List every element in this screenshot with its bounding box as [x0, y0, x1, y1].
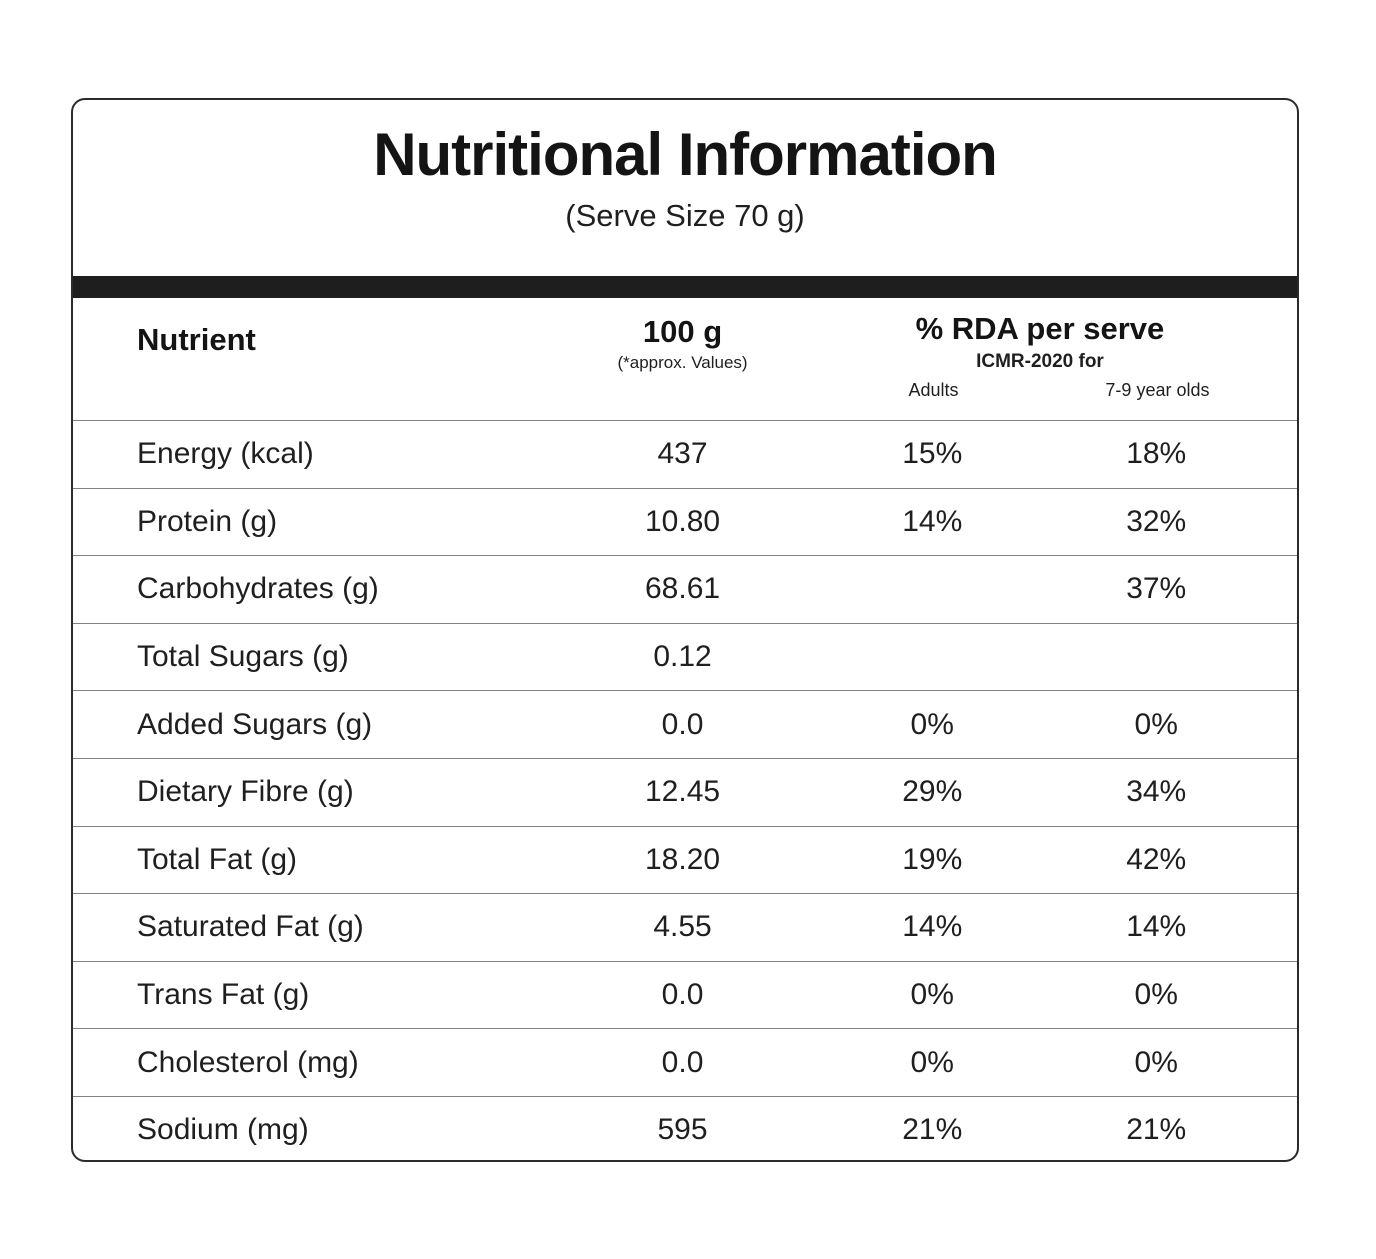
- column-header-per-100g: 100 g (*approx. Values): [618, 314, 748, 373]
- nutrient-name: Cholesterol (mg): [137, 1045, 359, 1079]
- table-row: Total Fat (g) 18.20 19% 42%: [73, 825, 1297, 894]
- nutrient-name: Total Fat (g): [137, 842, 298, 876]
- rda-adults-value: 0%: [910, 978, 954, 1012]
- value-per-100g: 0.0: [661, 978, 704, 1012]
- per-100g-note: (*approx. Values): [617, 353, 748, 372]
- per-100g-label: 100 g: [642, 314, 723, 349]
- table-row: Energy (kcal) 437 15% 18%: [73, 420, 1297, 488]
- table-row: Saturated Fat (g) 4.55 14% 14%: [73, 893, 1297, 961]
- value-per-100g: 10.80: [645, 504, 721, 538]
- column-header-nutrient: Nutrient: [137, 322, 256, 357]
- rda-adults-value: 29%: [902, 775, 963, 809]
- rda-kids-value: 37%: [1126, 572, 1187, 606]
- table-row: Protein (g) 10.80 14% 32%: [73, 487, 1297, 556]
- serve-size-subtitle: (Serve Size 70 g): [565, 198, 805, 233]
- rda-adults-value: 14%: [902, 910, 963, 944]
- rda-kids-value: 21%: [1126, 1113, 1187, 1147]
- nutrition-label-card: Nutritional Information (Serve Size 70 g…: [71, 98, 1299, 1162]
- value-per-100g: 595: [657, 1113, 708, 1147]
- page-title: Nutritional Information: [373, 121, 998, 188]
- column-header-rda-group: % RDA per serve ICMR-2020 for: [916, 311, 1165, 373]
- value-per-100g: 4.55: [653, 910, 712, 944]
- rda-adults-value: 21%: [902, 1113, 963, 1147]
- rda-kids-value: 0%: [1134, 707, 1178, 741]
- nutrient-name: Total Sugars (g): [137, 640, 349, 674]
- divider-bar: [73, 276, 1297, 298]
- table-body: Energy (kcal) 437 15% 18% Protein (g) 10…: [73, 420, 1297, 1160]
- value-per-100g: 68.61: [645, 572, 721, 606]
- value-per-100g: 0.0: [661, 1045, 704, 1079]
- rda-adults-value: 19%: [902, 842, 963, 876]
- rda-adults-value: 0%: [910, 707, 954, 741]
- table-row: Trans Fat (g) 0.0 0% 0%: [73, 960, 1297, 1029]
- table-row: Dietary Fibre (g) 12.45 29% 34%: [73, 757, 1297, 826]
- title-block: Nutritional Information (Serve Size 70 g…: [73, 100, 1297, 276]
- rda-kids-value: 32%: [1126, 504, 1187, 538]
- value-per-100g: 437: [657, 437, 708, 471]
- rda-title: % RDA per serve: [915, 311, 1165, 346]
- rda-adults-value: 15%: [902, 437, 963, 471]
- column-header-7-9-year-olds: 7-9 year olds: [1105, 380, 1210, 400]
- column-header-adults: Adults: [908, 380, 959, 400]
- table-header: Nutrient 100 g (*approx. Values) % RDA p…: [73, 298, 1297, 420]
- rda-kids-value: 14%: [1126, 910, 1187, 944]
- nutrient-name: Saturated Fat (g): [137, 910, 364, 944]
- rda-adults-value: 14%: [902, 504, 963, 538]
- rda-kids-value: 18%: [1126, 437, 1187, 471]
- value-per-100g: 0.12: [653, 640, 712, 674]
- rda-adults-value: 0%: [910, 1045, 954, 1079]
- table-row: Sodium (mg) 595 21% 21%: [73, 1095, 1297, 1160]
- table-row: Added Sugars (g) 0.0 0% 0%: [73, 690, 1297, 758]
- nutrient-name: Energy (kcal): [137, 437, 314, 471]
- rda-kids-value: 34%: [1126, 775, 1187, 809]
- rda-subtitle: ICMR-2020 for: [976, 351, 1104, 372]
- rda-kids-value: 0%: [1134, 1045, 1178, 1079]
- nutrient-name: Carbohydrates (g): [137, 572, 379, 606]
- nutrient-name: Added Sugars (g): [137, 707, 373, 741]
- value-per-100g: 0.0: [661, 707, 704, 741]
- nutrient-name: Trans Fat (g): [137, 978, 310, 1012]
- nutrient-name: Protein (g): [137, 504, 278, 538]
- table-row: Total Sugars (g) 0.12: [73, 622, 1297, 691]
- table-row: Carbohydrates (g) 68.61 37%: [73, 555, 1297, 623]
- nutrient-name: Dietary Fibre (g): [137, 775, 354, 809]
- rda-kids-value: 0%: [1134, 978, 1178, 1012]
- nutrient-name: Sodium (mg): [137, 1113, 309, 1147]
- table-row: Cholesterol (mg) 0.0 0% 0%: [73, 1028, 1297, 1096]
- value-per-100g: 12.45: [645, 775, 721, 809]
- rda-kids-value: 42%: [1126, 842, 1187, 876]
- value-per-100g: 18.20: [645, 842, 721, 876]
